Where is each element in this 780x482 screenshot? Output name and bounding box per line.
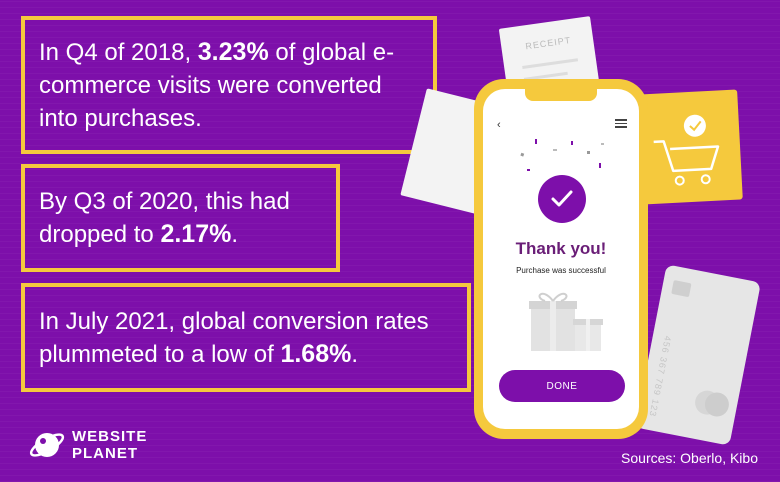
website-planet-logo: WEBSITE PLANET xyxy=(28,426,147,464)
gift-box-icon xyxy=(529,292,603,351)
confetti-icon xyxy=(520,139,604,171)
credit-card-illustration: 456 367 789 123 xyxy=(635,264,761,446)
stat-box-2021: In July 2021, global conversion rates pl… xyxy=(21,283,471,392)
stat-text-post: of global e-commerce visits were convert… xyxy=(39,38,395,132)
stat-highlight: 1.68% xyxy=(280,339,352,368)
back-arrow-icon: ‹ xyxy=(497,119,501,131)
phone-illustration: ‹ Thank you! Purchase was successful DON… xyxy=(474,79,648,439)
phone-screen: ‹ Thank you! Purchase was successful DON… xyxy=(483,89,639,429)
card-chip-icon xyxy=(671,280,729,417)
stat-box-2020: By Q3 of 2020, this had dropped to 2.17%… xyxy=(21,164,340,272)
stat-box-2018: In Q4 of 2018, 3.23% of global e-commerc… xyxy=(21,16,437,154)
stat-text-pre: In July 2021, global conversion rates pl… xyxy=(39,307,429,368)
planet-logo-icon xyxy=(29,433,65,457)
done-button: DONE xyxy=(499,370,625,402)
sources-text: Sources: Oberlo, Kibo xyxy=(621,450,758,466)
stat-text-pre: In Q4 of 2018, xyxy=(39,38,198,66)
receipt-line xyxy=(522,58,579,70)
stat-text: In July 2021, global conversion rates pl… xyxy=(39,305,453,371)
logo-text: WEBSITE PLANET xyxy=(72,428,147,462)
thank-you-title: Thank you! xyxy=(515,239,607,258)
stat-text-post: . xyxy=(351,340,359,368)
cart-card-illustration xyxy=(637,89,743,205)
stat-text-pre: By Q3 of 2020, this had dropped to xyxy=(39,188,290,248)
stat-text: In Q4 of 2018, 3.23% of global e-commerc… xyxy=(39,36,419,135)
logo-line-2: PLANET xyxy=(72,445,138,462)
stat-highlight: 2.17% xyxy=(160,220,232,248)
purchase-status-text: Purchase was successful xyxy=(516,266,606,275)
stat-text: By Q3 of 2020, this had dropped to 2.17%… xyxy=(39,185,322,251)
stat-text-post: . xyxy=(231,221,238,248)
phone-notch xyxy=(525,89,597,101)
hamburger-menu-icon xyxy=(615,119,627,128)
success-check-icon xyxy=(538,175,586,223)
stat-highlight: 3.23% xyxy=(197,37,269,66)
receipt-label: RECEIPT xyxy=(524,35,572,52)
shopping-cart-icon xyxy=(653,114,720,186)
logo-line-1: WEBSITE xyxy=(72,428,148,445)
